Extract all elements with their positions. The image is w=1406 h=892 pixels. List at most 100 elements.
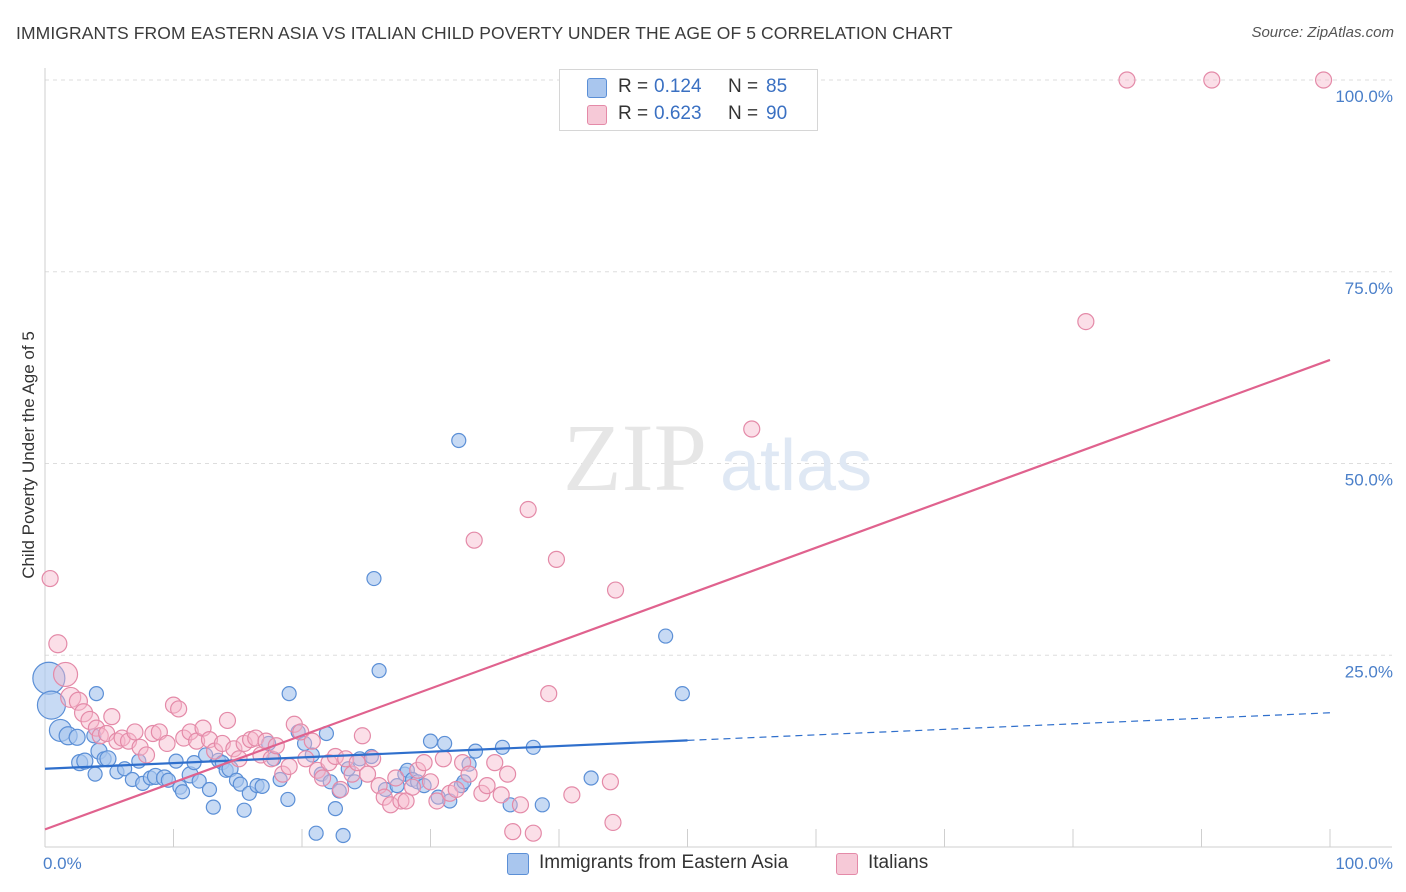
data-point-italians: [519, 500, 537, 519]
data-point-italians: [48, 634, 68, 654]
data-point-italians: [486, 754, 504, 772]
data-point-italians: [353, 727, 371, 745]
data-point-italians: [601, 773, 620, 791]
data-point-italians: [563, 786, 581, 804]
data-point-eastern-asia: [254, 778, 270, 795]
data-point-eastern-asia: [308, 825, 324, 841]
axis-labels: 25.0% 50.0% 75.0% 100.0% 0.0% 100.0%: [43, 87, 1393, 873]
data-point-italians: [358, 765, 377, 783]
legend-label-eastern-asia: Immigrants from Eastern Asia: [539, 852, 789, 873]
data-point-eastern-asia: [76, 752, 94, 770]
series-legend: Immigrants from Eastern Asia Italians: [0, 852, 1406, 876]
legend-n-label: N =: [728, 103, 759, 124]
data-point-italians: [1118, 71, 1136, 89]
data-point-italians: [428, 792, 446, 810]
data-point-italians: [137, 746, 156, 764]
data-point-italians: [421, 773, 440, 791]
data-point-italians: [499, 765, 517, 783]
data-point-eastern-asia: [674, 685, 690, 702]
data-point-italians: [604, 813, 622, 832]
data-point-italians: [52, 661, 79, 688]
data-point-italians: [524, 824, 542, 842]
data-point-eastern-asia: [451, 432, 467, 449]
data-point-eastern-asia: [88, 685, 105, 702]
legend-swatch-pink: [836, 853, 858, 875]
data-point-italians: [547, 550, 566, 568]
legend-n-label: N =: [728, 76, 759, 97]
data-point-italians: [247, 729, 265, 747]
data-point-eastern-asia: [658, 628, 674, 644]
trend-lines: [44, 358, 1331, 831]
data-point-eastern-asia: [281, 685, 297, 702]
legend-r-value: 0.124: [654, 76, 702, 97]
data-point-italians: [460, 765, 478, 783]
trend-line-eastern-asia: [44, 739, 688, 770]
legend-label-italians: Italians: [868, 852, 929, 873]
y-axis-title: Child Poverty Under the Age of 5: [19, 331, 38, 579]
watermark: ZIP atlas: [563, 404, 872, 511]
data-point-eastern-asia: [201, 781, 218, 798]
data-point-italians: [297, 750, 315, 768]
data-point-eastern-asia: [36, 690, 67, 720]
legend-swatch-pink: [587, 105, 607, 125]
data-point-eastern-asia: [335, 827, 351, 844]
data-point-italians: [492, 786, 510, 804]
legend-r-label: R =: [618, 76, 649, 97]
data-point-italians: [170, 700, 188, 718]
data-point-eastern-asia: [327, 801, 344, 817]
data-point-italians: [320, 754, 338, 772]
data-point-italians: [511, 796, 530, 814]
grid-lines: [45, 79, 1392, 656]
trend-line-eastern-asia-extension: [687, 712, 1331, 741]
data-point-italians: [68, 691, 89, 711]
data-point-eastern-asia: [422, 733, 439, 749]
legend-row-italians: R = 0.623 N = 90: [560, 102, 817, 128]
legend-swatch-blue: [587, 78, 607, 98]
chart-title: IMMIGRANTS FROM EASTERN ASIA VS ITALIAN …: [16, 23, 953, 43]
data-point-italians: [158, 734, 176, 753]
data-point-eastern-asia: [232, 776, 248, 792]
data-point-italians: [465, 531, 483, 549]
correlation-legend: R = 0.124 N = 85 R = 0.623 N = 90: [559, 69, 818, 131]
data-point-italians: [280, 757, 298, 776]
data-point-eastern-asia: [534, 797, 550, 813]
axes: [44, 68, 1392, 848]
y-tick-label: 75.0%: [1345, 279, 1393, 298]
x-tick-label-min: 0.0%: [43, 854, 82, 873]
data-point-italians: [504, 823, 522, 841]
y-tick-label: 100.0%: [1335, 87, 1393, 106]
data-point-eastern-asia: [272, 771, 288, 788]
trend-line-italians: [44, 358, 1331, 831]
data-point-italians: [73, 703, 94, 723]
legend-n-value: 90: [766, 103, 788, 124]
data-point-eastern-asia: [236, 802, 252, 818]
data-point-italians: [41, 569, 59, 588]
data-point-eastern-asia: [174, 784, 191, 800]
data-point-italians: [392, 792, 410, 810]
y-tick-label: 25.0%: [1345, 662, 1393, 681]
data-point-italians: [181, 723, 199, 741]
source-label: Source: ZipAtlas.com: [1251, 24, 1394, 41]
y-tick-label: 50.0%: [1345, 471, 1393, 490]
data-point-eastern-asia: [371, 662, 387, 679]
legend-row-eastern-asia: R = 0.124 N = 85: [560, 75, 817, 101]
data-point-eastern-asia: [437, 735, 453, 752]
data-point-italians: [144, 724, 162, 743]
data-point-eastern-asia: [583, 770, 599, 786]
data-point-italians: [1314, 71, 1333, 89]
data-point-italians: [225, 740, 243, 758]
data-point-italians: [606, 581, 625, 599]
data-point-italians: [103, 708, 121, 726]
data-point-italians: [1203, 71, 1221, 89]
data-point-eastern-asia: [87, 766, 103, 782]
data-point-italians: [478, 777, 496, 795]
legend-n-value: 85: [766, 76, 788, 97]
data-point-eastern-asia: [205, 799, 221, 815]
data-point-eastern-asia: [366, 570, 382, 587]
data-point-italians: [1077, 313, 1095, 331]
watermark-atlas: atlas: [720, 426, 872, 506]
data-point-italians: [126, 723, 144, 741]
data-point-italians: [387, 769, 405, 787]
data-point-italians: [218, 711, 237, 730]
data-point-eastern-asia: [68, 728, 86, 746]
